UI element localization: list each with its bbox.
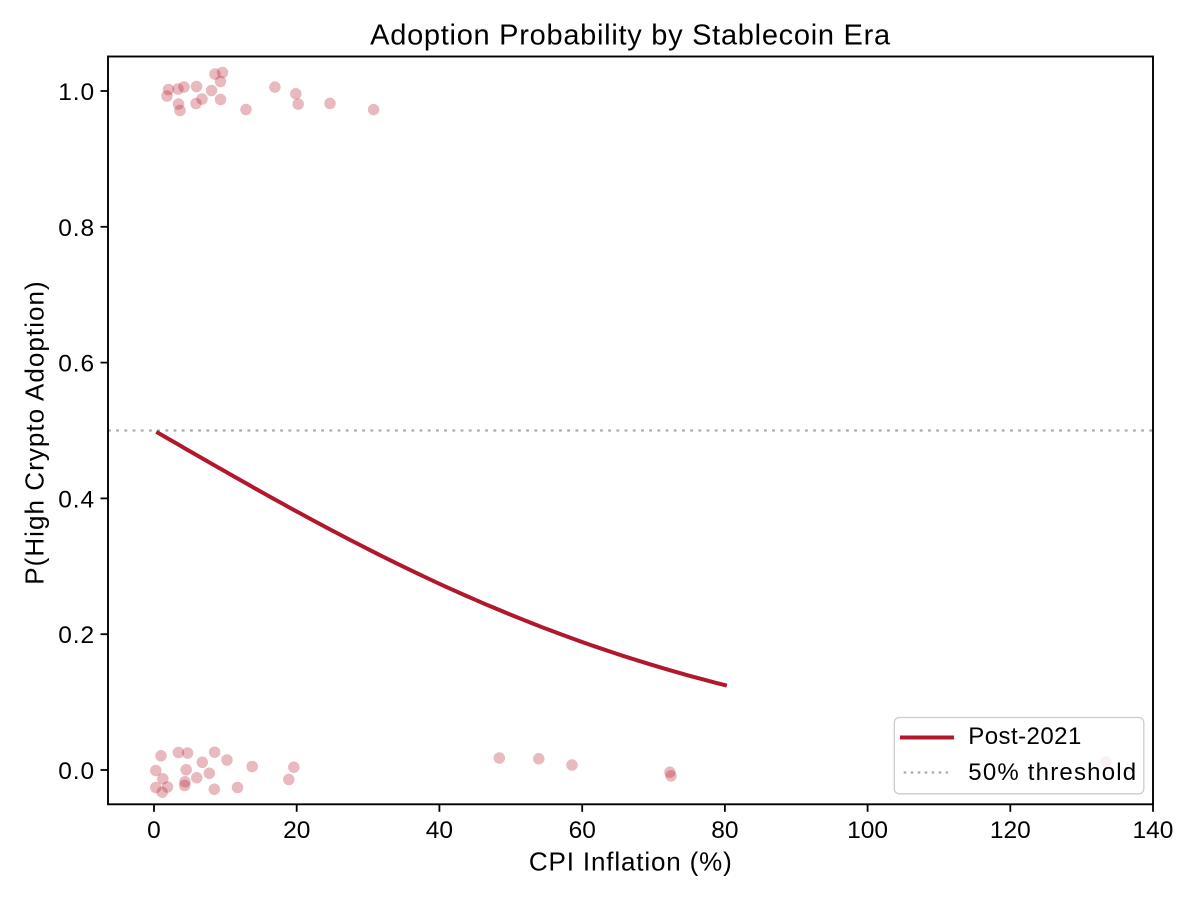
svg-text:100: 100 bbox=[847, 817, 888, 844]
svg-text:120: 120 bbox=[990, 817, 1031, 844]
svg-text:20: 20 bbox=[283, 817, 310, 844]
svg-text:0.0: 0.0 bbox=[58, 758, 95, 785]
svg-text:0.6: 0.6 bbox=[58, 351, 95, 378]
svg-text:Post-2021: Post-2021 bbox=[968, 723, 1081, 750]
svg-text:0.8: 0.8 bbox=[58, 215, 95, 242]
svg-text:80: 80 bbox=[711, 817, 738, 844]
svg-text:0: 0 bbox=[147, 817, 161, 844]
svg-text:140: 140 bbox=[1133, 817, 1174, 844]
svg-text:60: 60 bbox=[569, 817, 596, 844]
svg-text:0.4: 0.4 bbox=[58, 486, 95, 513]
svg-text:P(High Crypto Adoption): P(High Crypto Adoption) bbox=[19, 280, 49, 585]
svg-text:CPI Inflation (%): CPI Inflation (%) bbox=[529, 847, 733, 877]
svg-text:50% threshold: 50% threshold bbox=[968, 759, 1137, 786]
svg-text:40: 40 bbox=[426, 817, 453, 844]
svg-text:0.2: 0.2 bbox=[58, 622, 95, 649]
svg-text:Adoption Probability by Stable: Adoption Probability by Stablecoin Era bbox=[370, 20, 891, 52]
svg-text:1.0: 1.0 bbox=[58, 79, 95, 106]
